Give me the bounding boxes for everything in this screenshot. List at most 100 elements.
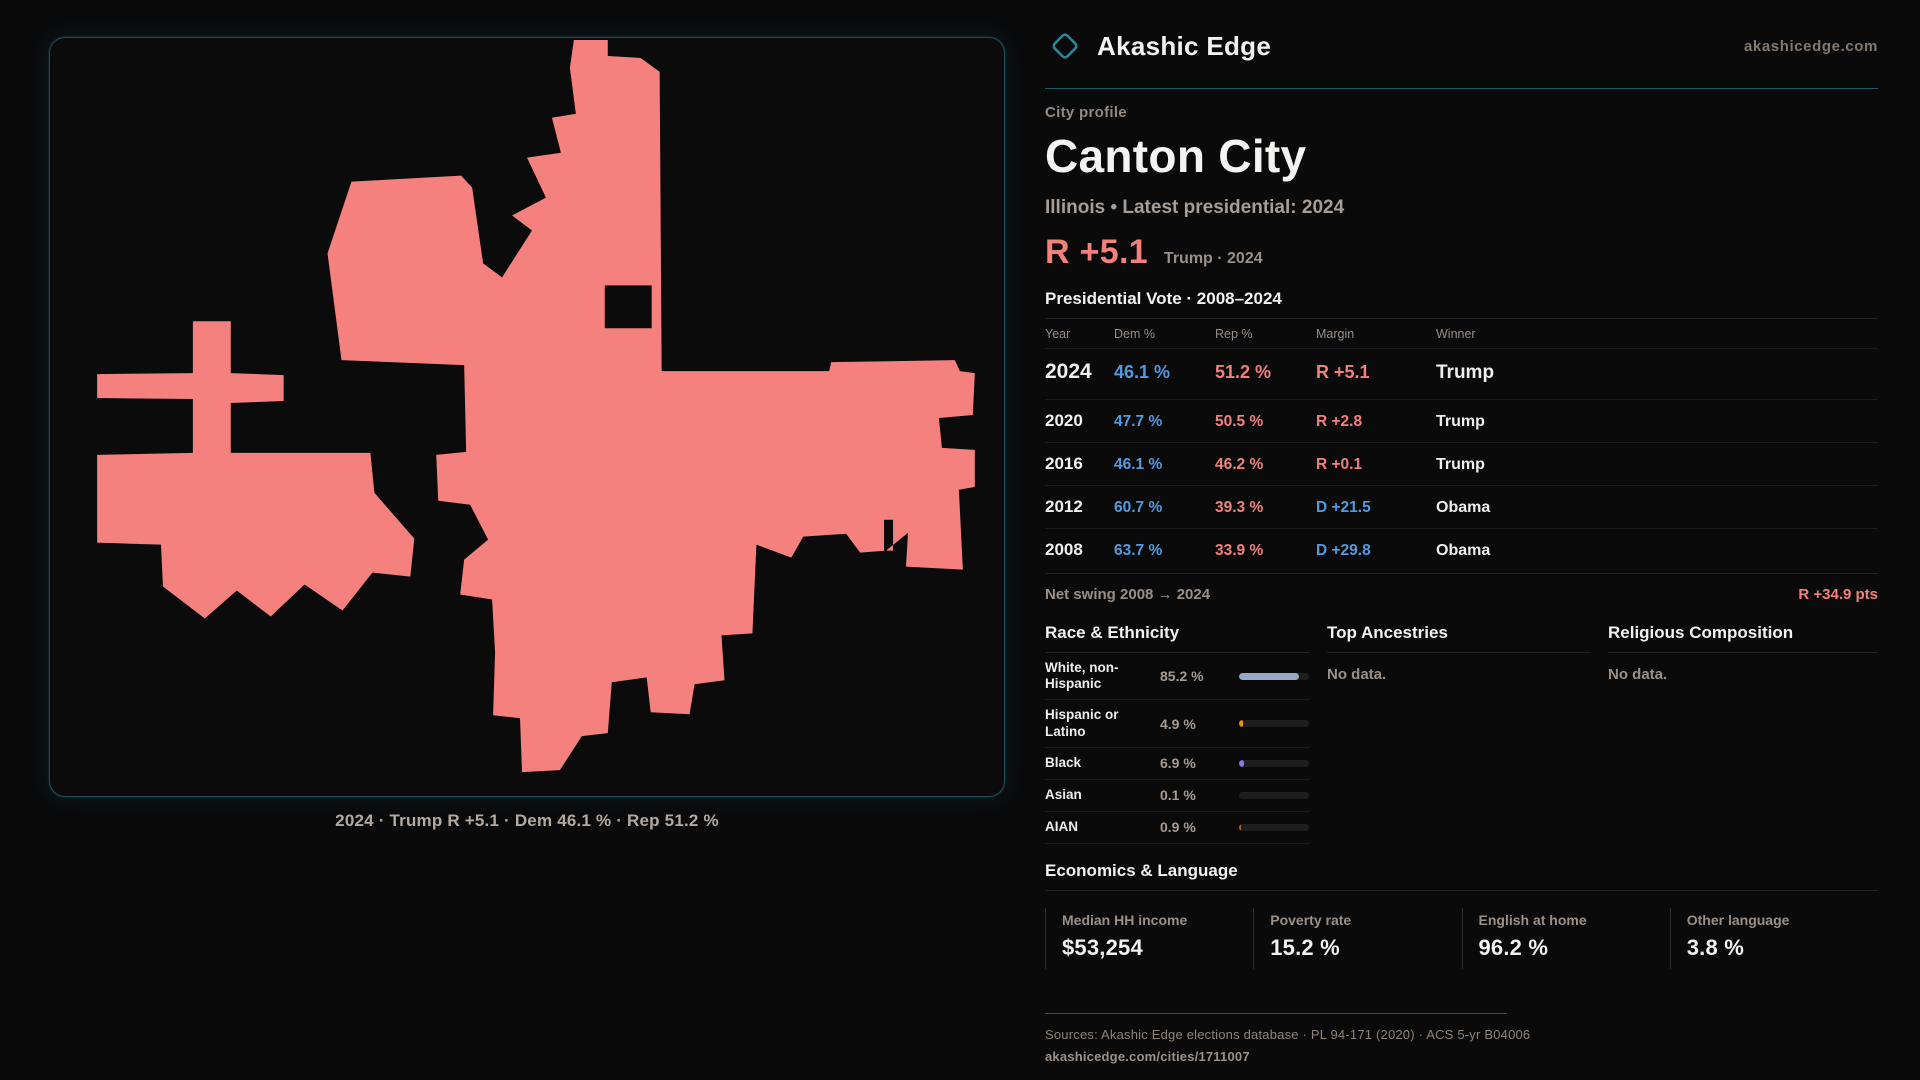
brand-title: Akashic Edge [1097,30,1272,61]
race-label: White, non-Hispanic [1045,660,1119,692]
col-header-margin: Margin [1316,327,1355,341]
dem-cell: 60.7 % [1114,499,1163,516]
winner-cell: Trump [1436,413,1485,430]
sources-text: Sources: Akashic Edge elections database… [1045,1026,1531,1042]
page-subtitle: Illinois • Latest presidential: 2024 [1045,197,1345,218]
year-cell: 2024 [1045,360,1092,383]
stat-cell: Other language 3.8 % [1669,907,1878,969]
rep-cell: 50.5 % [1215,413,1264,430]
stat-value: 3.8 % [1686,934,1745,960]
race-row: Black 6.9 % [1045,748,1310,780]
race-bar-track [1239,791,1309,799]
stat-label: Poverty rate [1270,911,1352,928]
col-header-rep: Rep % [1215,327,1253,341]
margin-cell: R +5.1 [1316,362,1370,382]
race-value: 6.9 % [1160,755,1196,772]
race-row: White, non-Hispanic 85.2 % [1045,653,1310,701]
race-bar-track [1239,720,1309,728]
section-title-economics: Economics & Language [1045,861,1878,891]
stat-cell: Poverty rate 15.2 % [1253,907,1461,969]
rep-cell: 33.9 % [1215,542,1264,559]
dem-cell: 46.1 % [1114,456,1163,473]
religious-composition-section: Religious Composition No data. [1608,623,1878,844]
net-swing-label: Net swing 2008 → 2024 [1045,586,1211,603]
stat-label: English at home [1478,911,1587,928]
race-value: 0.9 % [1160,819,1196,836]
dem-cell: 63.7 % [1114,542,1163,559]
footer-divider [1045,1012,1507,1014]
ancestries-empty-state: No data. [1327,666,1387,683]
table-row: 2012 60.7 % 39.3 % D +21.5 Obama [1045,485,1878,528]
presidential-vote-table: Year Dem % Rep % Margin Winner 2024 46.1… [1045,319,1878,571]
race-bar-track [1239,759,1309,767]
race-label: Black [1045,755,1082,771]
stat-value: $53,254 [1062,934,1143,960]
hero-margin-context: Trump · 2024 [1163,250,1263,267]
year-cell: 2008 [1045,540,1083,559]
race-bar-fill [1239,720,1243,728]
winner-cell: Trump [1436,456,1485,473]
stat-value: 96.2 % [1478,934,1549,960]
stat-cell: English at home 96.2 % [1461,907,1670,969]
diamond-logo-icon [1052,33,1078,59]
race-bar-fill [1239,823,1241,831]
race-label: Hispanic or Latino [1045,707,1119,739]
economics-section: Economics & Language Median HH income $5… [1045,861,1878,969]
margin-cell: R +0.1 [1316,456,1363,473]
city-map-card [49,37,1005,797]
race-bar-track [1239,672,1309,680]
race-value: 85.2 % [1160,668,1204,685]
race-ethnicity-section: Race & Ethnicity White, non-Hispanic 85.… [1045,623,1310,844]
city-boundary-shape [327,39,975,773]
table-row: 2020 47.7 % 50.5 % R +2.8 Trump [1045,399,1878,442]
race-label: AIAN [1045,819,1078,835]
top-ancestries-section: Top Ancestries No data. [1327,623,1591,844]
page-title: Canton City [1045,130,1307,182]
map-caption: 2024 · Trump R +5.1 · Dem 46.1 % · Rep 5… [335,811,719,830]
col-header-dem: Dem % [1114,327,1155,341]
race-row: Hispanic or Latino 4.9 % [1045,700,1310,748]
vote-table-title: Presidential Vote · 2008–2024 [1045,289,1878,319]
stat-cell: Median HH income $53,254 [1045,907,1253,969]
stat-value: 15.2 % [1270,934,1340,960]
dem-cell: 46.1 % [1114,362,1171,382]
table-row: 2016 46.1 % 46.2 % R +0.1 Trump [1045,442,1878,485]
margin-cell: D +29.8 [1316,542,1371,559]
race-bar-fill [1239,759,1244,767]
race-bar-fill [1239,672,1299,680]
rep-cell: 51.2 % [1215,362,1272,382]
section-title-race: Race & Ethnicity [1045,623,1310,653]
table-row: 2024 46.1 % 51.2 % R +5.1 Trump [1045,349,1878,399]
race-row: AIAN 0.9 % [1045,812,1310,844]
page-footer: Sources: Akashic Edge elections database… [1045,1012,1878,1064]
race-value: 4.9 % [1160,715,1196,732]
race-bar-track [1239,823,1309,831]
kicker: City profile [1045,104,1127,121]
site-header: Akashic Edge akashicedge.com [1045,26,1878,89]
rep-cell: 39.3 % [1215,499,1264,516]
permalink[interactable]: akashicedge.com/cities/1711007 [1045,1048,1250,1064]
religion-empty-state: No data. [1608,666,1668,683]
hero-margin-value: R +5.1 [1045,233,1148,271]
margin-cell: D +21.5 [1316,499,1371,516]
year-cell: 2012 [1045,497,1083,516]
city-map [97,39,975,773]
winner-cell: Obama [1436,542,1491,559]
race-label: Asian [1045,787,1082,803]
hero-margin-row: R +5.1 Trump · 2024 [1045,233,1878,272]
winner-cell: Trump [1436,362,1495,383]
city-boundary-west-arm [97,321,415,619]
stat-label: Median HH income [1062,911,1188,928]
section-title-religion: Religious Composition [1608,623,1878,653]
stat-label: Other language [1686,911,1790,928]
margin-cell: R +2.8 [1316,413,1363,430]
col-header-year: Year [1045,327,1071,341]
site-domain-link[interactable]: akashicedge.com [1743,37,1878,55]
winner-cell: Obama [1436,499,1491,516]
col-header-winner: Winner [1436,327,1476,341]
race-row: Asian 0.1 % [1045,780,1310,812]
table-row: 2008 63.7 % 33.9 % D +29.8 Obama [1045,528,1878,571]
year-cell: 2016 [1045,454,1083,473]
section-title-ancestries: Top Ancestries [1327,623,1591,653]
city-profile-panel: Akashic Edge akashicedge.com City profil… [1045,26,1878,1064]
